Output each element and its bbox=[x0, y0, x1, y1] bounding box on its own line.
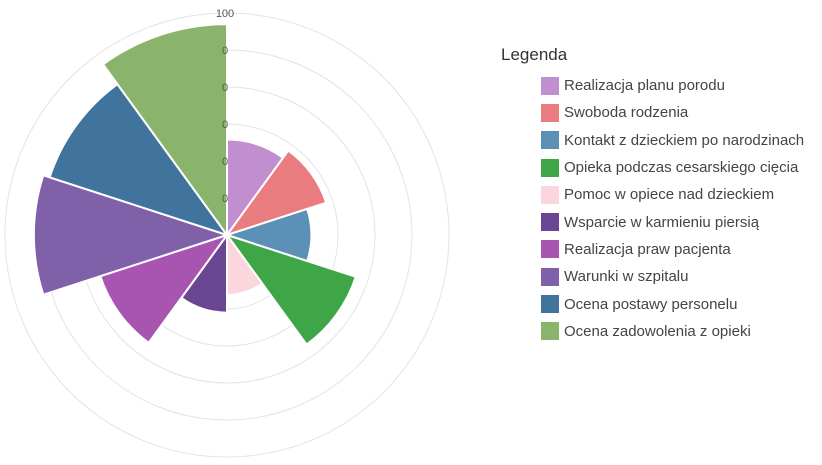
legend-label: Ocena postawy personelu bbox=[564, 295, 738, 313]
legend-items: Realizacja planu porodu Swoboda rodzenia K… bbox=[501, 72, 804, 345]
legend-item[interactable]: Realizacja planu porodu bbox=[541, 72, 804, 99]
legend-swatch bbox=[541, 158, 559, 177]
legend-label: Realizacja praw pacjenta bbox=[564, 240, 731, 258]
legend-item[interactable]: Ocena postawy personelu bbox=[541, 290, 804, 317]
legend-swatch bbox=[541, 240, 559, 259]
legend-item[interactable]: Warunki w szpitalu bbox=[541, 263, 804, 290]
legend-label: Wsparcie w karmieniu piersią bbox=[564, 213, 760, 231]
legend-item[interactable]: Wsparcie w karmieniu piersią bbox=[541, 208, 804, 235]
legend-swatch bbox=[541, 295, 559, 314]
legend-label: Swoboda rodzenia bbox=[564, 104, 689, 122]
slice-4[interactable] bbox=[224, 233, 358, 346]
radial-tick-label: 100 bbox=[216, 8, 234, 20]
legend-item[interactable]: Ocena zadowolenia z opieki bbox=[541, 318, 804, 345]
grid-ring bbox=[4, 12, 450, 458]
legend-title: Legenda bbox=[501, 45, 568, 64]
legend-item[interactable]: Swoboda rodzenia bbox=[541, 99, 804, 126]
legend-label: Kontakt z dzieckiem po narodzinach bbox=[564, 131, 805, 149]
legend-swatch bbox=[541, 131, 559, 150]
legend-label: Pomoc w opiece nad dzieckiem bbox=[564, 186, 775, 204]
radial-tick-label: 0 bbox=[222, 45, 228, 57]
polar-area-chart: 100 0 0 0 0 0 bbox=[4, 8, 450, 458]
legend-swatch bbox=[541, 103, 559, 122]
radial-tick-label: 0 bbox=[222, 82, 228, 94]
slice-7[interactable] bbox=[99, 233, 230, 345]
legend-item[interactable]: Pomoc w opiece nad dzieckiem bbox=[541, 181, 804, 208]
legend-label: Realizacja planu porodu bbox=[564, 77, 725, 95]
legend-label: Warunki w szpitalu bbox=[564, 268, 689, 286]
radial-tick-label: 0 bbox=[222, 156, 228, 168]
legend-swatch bbox=[541, 76, 559, 95]
radial-tick-labels: 100 0 0 0 0 0 bbox=[216, 8, 234, 205]
legend-item[interactable]: Realizacja praw pacjenta bbox=[541, 236, 804, 263]
legend-item[interactable]: Kontakt z dzieckiem po narodzinach bbox=[541, 127, 804, 154]
slice-8[interactable] bbox=[32, 174, 231, 296]
legend-swatch bbox=[541, 322, 559, 341]
slice-9[interactable] bbox=[48, 82, 230, 237]
radial-tick-label: 0 bbox=[222, 193, 228, 205]
legend-label: Opieka podczas cesarskiego cięcia bbox=[564, 159, 799, 177]
legend: Legenda Realizacja planu porodu Swoboda r… bbox=[501, 44, 804, 345]
chart-slices bbox=[32, 23, 358, 346]
legend-label: Ocena zadowolenia z opieki bbox=[564, 322, 751, 340]
legend-item[interactable]: Opieka podczas cesarskiego cięcia bbox=[541, 154, 804, 181]
radial-tick-label: 0 bbox=[222, 119, 228, 131]
slice-2[interactable] bbox=[224, 149, 328, 237]
slice-10[interactable] bbox=[101, 23, 228, 239]
legend-swatch bbox=[541, 267, 559, 286]
legend-swatch bbox=[541, 185, 559, 204]
legend-swatch bbox=[541, 213, 559, 232]
